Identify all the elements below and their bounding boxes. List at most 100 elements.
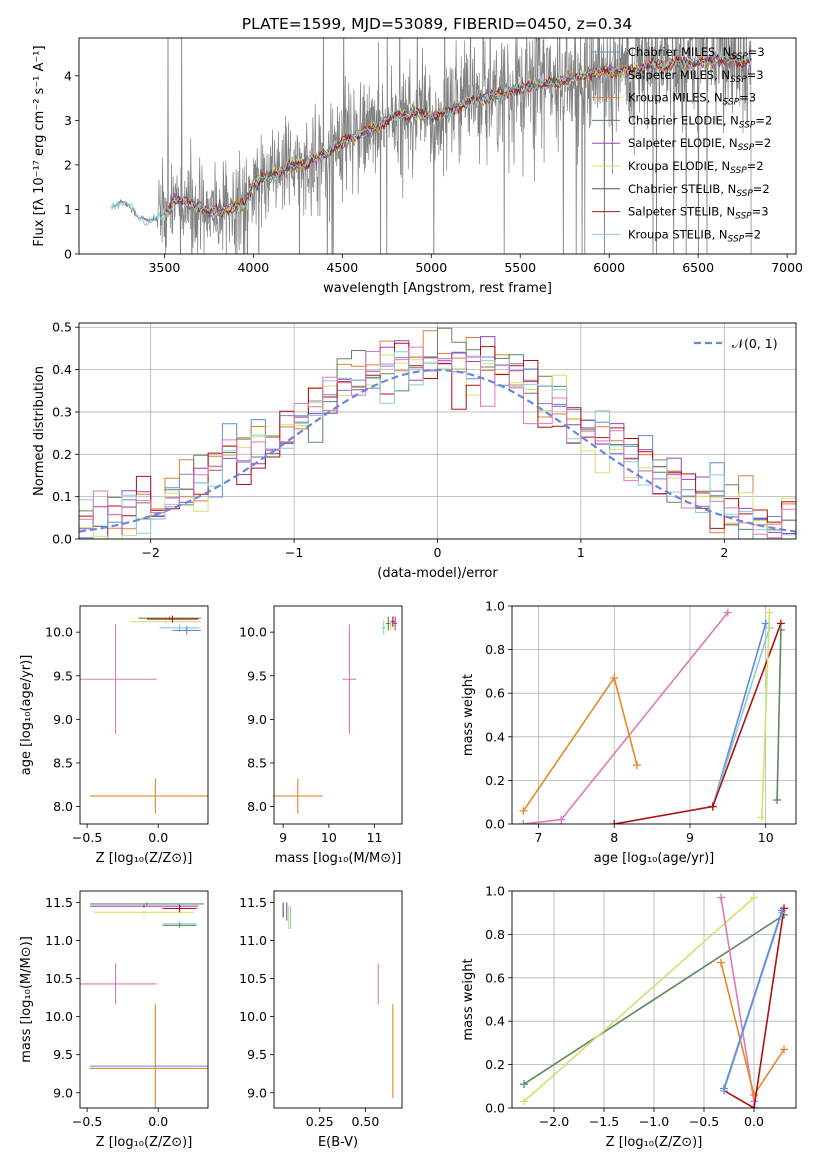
y-tick-label: 0.3 [52,404,72,419]
axes-mass-vs-Z: −0.5 0.0 9.0 9.5 10.0 10.5 11.0 11.5 Z [log₁₀(Z/… [19,890,209,1150]
y-tick-label: 1 [64,202,72,217]
normal-reference-curve [79,368,796,533]
axes-frame [273,605,403,825]
legend-label: Salpeter STELIB, NSSP=3 [628,205,769,222]
y-axis-label: mass weight [461,674,476,756]
model-spectrum-line [110,53,752,227]
plot-area [80,615,208,814]
legend-label: Kroupa MILES, NSSP=3 [628,91,756,108]
axes-frame [511,890,797,1109]
legend-label-sub: SSP [739,120,756,130]
x-axis-label: wavelength [Angstrom, rest frame] [323,281,552,296]
y-tick-label: 0.0 [485,1101,505,1116]
y-tick-label: 9.5 [53,668,73,683]
y-tick-label: 0.6 [485,970,505,985]
legend-label-tail: =2 [753,182,770,196]
errorbar-point [162,904,197,913]
plot-area [282,902,394,1099]
legend-label-base: Kroupa STELIB, N [628,227,728,241]
residual-histogram [79,346,796,539]
x-tick-label: 2 [720,545,728,560]
axes-frame [273,890,403,1109]
y-tick-label: 3 [64,113,72,128]
y-axis-label: age [log₁₀(age/yr)] [19,655,34,776]
y-axis-label: Flux [fλ 10⁻¹⁷ erg cm⁻² s⁻¹ A⁻¹] [32,45,47,246]
residual-legend: 𝒩(0, 1) [694,336,778,351]
legend-label: Chabrier MILES, NSSP=3 [628,45,765,62]
x-tick-label: 5000 [415,260,447,275]
x-tick-label: 9 [279,830,287,845]
axes-age-vs-Z: −0.5 0.0 8.0 8.5 9.0 9.5 10.0 Z [log₁₀(Z/Z⊙)] ag… [19,605,209,866]
x-axis-label: E(B-V) [318,1135,358,1150]
plus-marker [723,608,732,617]
axes-massweight-vs-age: 7 8 9 10 0.0 0.2 0.4 0.6 0.8 1.0 age [log₁₀(age/yr… [461,599,797,866]
axes-spectrum: 3500 4000 4500 5000 5500 6000 6500 7000 0 1 2 3 4 wav… [32,37,803,296]
errorbar-point [80,624,157,735]
legend-label-tail: =2 [755,113,772,127]
x-tick-label: 0 [434,545,442,560]
legend-label-sub: SSP [731,52,748,62]
x-tick-label: 4500 [326,260,358,275]
legend-label-base: Chabrier MILES, N [628,45,731,59]
x-tick-label: −1.5 [589,1114,619,1129]
x-tick-label: 10 [758,830,774,845]
y-tick-label: 10.0 [45,1009,73,1024]
plus-marker [720,1084,728,1093]
plus-marker [519,820,528,824]
y-tick-label: 0.6 [485,686,505,701]
mass-weight-line [720,962,785,1097]
y-tick-label: 9.5 [247,1047,267,1062]
y-tick-label: 10.0 [239,625,267,640]
axes-mass-vs-ebv: 0.25 0.50 9.0 9.5 10.0 10.5 11.0 11.5 E(B-V) [239,890,403,1150]
errorbar-point [89,778,208,814]
mass-weight-line [720,897,755,1102]
y-tick-label: 8.0 [53,799,73,814]
plot-area [274,616,397,814]
legend-label-tail: =3 [748,45,765,59]
legend-label: Kroupa STELIB, NSSP=2 [628,227,761,244]
legend-label: Salpeter MILES, NSSP=3 [628,68,764,85]
y-tick-label: 0.2 [52,447,72,462]
x-tick-label: −1 [285,545,303,560]
errorbar-point [89,1003,208,1108]
x-tick-label: −0.5 [689,1114,719,1129]
legend-label-base: Chabrier ELODIE, N [628,113,739,127]
plus-marker [708,802,717,811]
mass-weight-line [523,914,785,1085]
errorbar-point [274,778,323,814]
errorbar-point [129,619,201,624]
errorbar-point [172,626,201,635]
x-axis-label: (data-model)/error [377,566,498,581]
axes-age-vs-mass: 9 10 11 8.0 8.5 9.0 9.5 10.0 mass [log₁₀(M/M⊙)] [239,605,403,866]
plus-marker [750,1104,758,1108]
y-tick-label: 9.0 [247,712,267,727]
mass-weight-line [761,612,771,818]
y-tick-label: 0.5 [52,320,72,335]
x-tick-label: 8 [610,830,618,845]
legend-label-tail: =3 [747,68,764,82]
y-tick-label: 0.0 [52,532,72,547]
mass-weight-line [711,627,771,807]
x-tick-label: 9 [686,830,694,845]
legend-label-sub: SSP [728,234,745,244]
legend-label-sub: SSP [735,212,752,222]
model-spectrum-line [164,55,752,221]
y-tick-label: 8.0 [247,799,267,814]
plus-marker [780,1045,788,1054]
legend-label-base: Salpeter STELIB, N [628,205,735,219]
x-axis-label: Z [log₁₀(Z/Z⊙)] [96,851,193,866]
axes-frame [79,605,209,825]
y-tick-label: 11.5 [45,895,73,910]
y-tick-label: 0.2 [485,773,505,788]
mass-weight-line [723,908,785,1108]
plot-area [520,893,788,1108]
legend-label-tail: =2 [754,136,771,150]
axes-residuals: −2 −1 0 1 2 0.0 0.1 0.2 0.3 0.4 0.5 (data-model)/er… [32,320,797,581]
x-tick-label: 6000 [593,260,625,275]
mass-weight-line [523,896,755,1103]
figure-title: PLATE=1599, MJD=53089, FIBERID=0450, z=0… [242,15,632,33]
plus-marker [773,796,782,805]
x-tick-label: 1 [577,545,585,560]
legend-label-sub: SSP [738,143,755,153]
y-tick-label: 8.5 [247,755,267,770]
